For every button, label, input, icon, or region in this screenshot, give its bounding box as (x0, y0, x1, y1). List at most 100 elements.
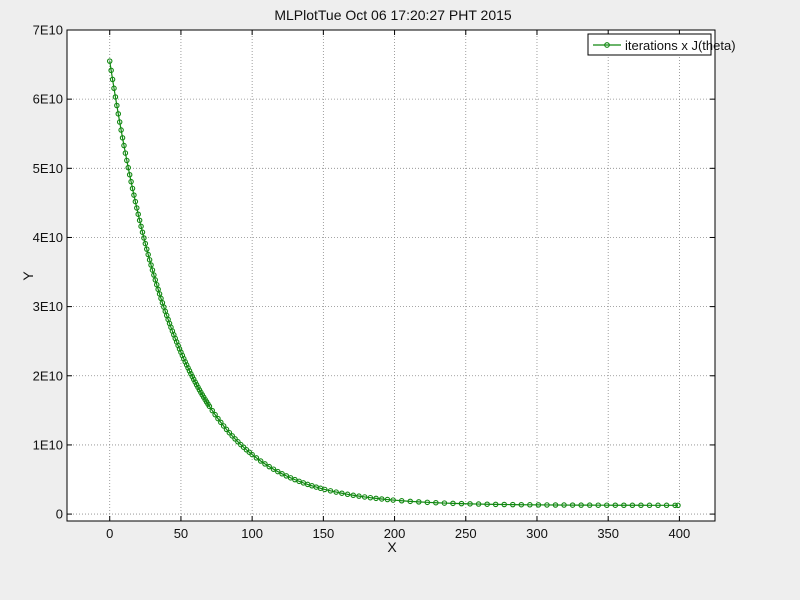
data-point (136, 217, 143, 224)
data-point (333, 489, 339, 495)
data-point (111, 85, 117, 92)
x-tick-label: 200 (384, 526, 406, 541)
data-point (148, 262, 154, 268)
data-point (586, 502, 593, 508)
x-tick-label: 400 (669, 526, 691, 541)
data-point (407, 498, 413, 505)
data-series (106, 58, 681, 509)
data-point (356, 493, 362, 499)
data-point (135, 211, 141, 217)
data-point (612, 502, 619, 508)
data-point (467, 501, 473, 507)
data-point (629, 502, 636, 509)
legend-label: iterations x J(theta) (625, 38, 736, 53)
data-point (373, 495, 379, 502)
data-point (181, 355, 187, 362)
data-point (527, 502, 533, 508)
data-point (339, 490, 345, 496)
data-point (275, 468, 281, 475)
data-point (501, 501, 507, 508)
data-point (672, 502, 678, 509)
data-point (384, 496, 391, 503)
data-point (424, 499, 431, 506)
data-point (544, 502, 550, 508)
legend-box (587, 33, 712, 56)
data-point (153, 281, 160, 288)
data-point (114, 102, 120, 109)
data-point (450, 500, 456, 507)
data-point (416, 499, 422, 505)
data-point (144, 246, 150, 252)
data-point (138, 223, 144, 230)
data-point (215, 415, 221, 422)
data-point (361, 494, 368, 500)
data-point (604, 502, 610, 508)
y-tick-label: 1E10 (33, 437, 63, 452)
data-point (134, 205, 140, 211)
data-point (121, 142, 127, 149)
data-point (152, 277, 159, 283)
data-point (109, 76, 116, 83)
data-point (189, 373, 196, 380)
data-point (119, 135, 126, 141)
data-point (128, 178, 134, 185)
data-point (327, 488, 334, 494)
x-tick-label: 350 (597, 526, 619, 541)
plot-area (67, 30, 715, 521)
data-point (367, 494, 374, 501)
data-point (212, 411, 218, 418)
y-tick-label: 7E10 (33, 23, 63, 38)
data-point (344, 491, 351, 498)
data-point (441, 500, 448, 506)
x-tick-label: 250 (455, 526, 477, 541)
data-point (475, 501, 482, 507)
data-point (139, 229, 146, 235)
data-point (257, 458, 264, 464)
data-point (578, 502, 584, 508)
data-point (182, 359, 188, 365)
x-tick-label: 50 (174, 526, 188, 541)
data-point (145, 251, 151, 258)
data-point (390, 497, 396, 503)
data-point (122, 150, 129, 156)
y-tick-label: 2E10 (33, 368, 63, 383)
data-point (561, 502, 567, 508)
data-point (146, 257, 153, 263)
data-point (398, 498, 405, 504)
data-point (270, 466, 277, 472)
data-point (552, 502, 559, 508)
data-point (535, 502, 542, 508)
data-point (209, 407, 216, 414)
data-point (621, 502, 627, 509)
data-point (115, 111, 122, 117)
data-point (232, 436, 238, 442)
data-point (223, 426, 230, 433)
data-point (108, 67, 114, 74)
y-tick-label: 4E10 (33, 230, 63, 245)
data-point (125, 164, 131, 171)
data-point (141, 235, 147, 241)
data-point (118, 127, 124, 133)
data-point (595, 502, 601, 508)
data-point (266, 463, 272, 470)
data-point (149, 267, 156, 273)
data-point (287, 475, 294, 481)
data-point (638, 502, 644, 509)
data-point (262, 461, 268, 467)
data-point (191, 376, 197, 383)
x-tick-label: 100 (241, 526, 263, 541)
data-point (151, 272, 157, 278)
data-point (155, 286, 161, 293)
data-point (235, 439, 241, 445)
data-point (142, 240, 149, 247)
data-point (192, 379, 198, 385)
data-point (378, 496, 385, 502)
y-axis-label: Y (20, 271, 36, 281)
legend: iterations x J(theta) (587, 33, 736, 56)
data-point (510, 501, 516, 508)
data-point (675, 502, 681, 509)
data-point (131, 192, 137, 198)
x-tick-label: 300 (526, 526, 548, 541)
data-point (663, 502, 670, 509)
